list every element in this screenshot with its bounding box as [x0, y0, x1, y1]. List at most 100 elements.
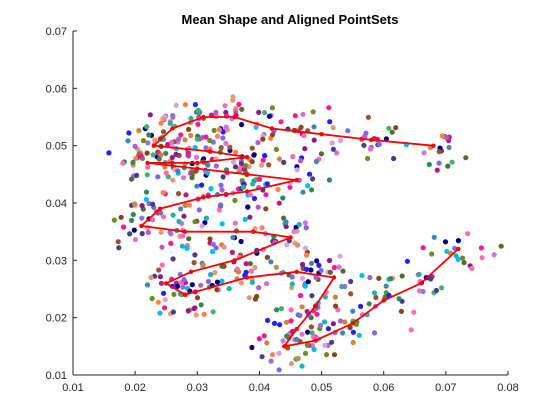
aligned-point	[305, 279, 311, 285]
aligned-point	[211, 127, 217, 133]
aligned-point	[429, 251, 435, 257]
aligned-point	[288, 318, 294, 324]
aligned-point	[193, 154, 200, 160]
mean-shape-point	[151, 143, 156, 148]
aligned-point	[399, 273, 405, 279]
aligned-point	[144, 282, 151, 288]
aligned-point	[298, 124, 304, 130]
y-tick-label: 0.02	[46, 313, 67, 325]
mean-shape-point	[244, 172, 250, 177]
aligned-point	[307, 171, 313, 177]
aligned-point	[280, 338, 286, 344]
aligned-point	[348, 278, 354, 285]
aligned-point	[183, 192, 189, 198]
aligned-point	[168, 139, 174, 145]
aligned-point	[205, 170, 211, 176]
aligned-point	[184, 245, 190, 251]
aligned-point	[256, 336, 262, 342]
aligned-point	[300, 189, 306, 195]
aligned-point	[226, 286, 232, 292]
aligned-point	[411, 309, 417, 315]
aligned-point	[288, 307, 294, 313]
aligned-point	[209, 249, 216, 255]
aligned-point	[191, 260, 197, 266]
aligned-point	[350, 339, 356, 346]
aligned-point	[327, 119, 333, 125]
aligned-point	[317, 322, 324, 328]
aligned-point	[302, 220, 308, 226]
aligned-point	[386, 125, 392, 131]
y-tick-label: 0.05	[46, 141, 67, 153]
aligned-point	[214, 287, 220, 293]
mean-shape-point	[269, 126, 275, 131]
aligned-point	[290, 154, 296, 160]
aligned-point	[143, 196, 149, 202]
aligned-point	[185, 308, 191, 314]
aligned-point	[210, 241, 216, 247]
aligned-point	[236, 269, 242, 275]
aligned-point	[199, 223, 205, 229]
aligned-point	[227, 144, 233, 150]
mean-shape-point	[244, 189, 250, 194]
aligned-point	[311, 124, 317, 130]
aligned-point	[308, 267, 314, 273]
aligned-point	[181, 277, 187, 283]
aligned-point	[347, 325, 353, 331]
aligned-point	[265, 317, 271, 323]
aligned-point	[269, 105, 275, 111]
aligned-point	[316, 262, 322, 268]
mean-shape-point	[431, 143, 436, 148]
aligned-point	[155, 299, 161, 305]
aligned-point	[232, 197, 238, 203]
aligned-point	[393, 125, 399, 131]
aligned-point	[256, 109, 262, 115]
aligned-point	[266, 162, 272, 168]
aligned-point	[223, 140, 229, 146]
aligned-point	[208, 272, 214, 278]
aligned-point	[167, 229, 173, 235]
aligned-point	[139, 215, 145, 221]
aligned-point	[263, 192, 269, 198]
aligned-point	[116, 245, 122, 251]
aligned-point	[330, 125, 336, 131]
mean-shape-point	[251, 229, 256, 234]
aligned-point	[171, 291, 177, 297]
aligned-point	[321, 319, 328, 325]
aligned-point	[156, 156, 162, 162]
aligned-point	[311, 137, 317, 143]
aligned-point	[240, 184, 247, 190]
aligned-point	[365, 114, 371, 120]
aligned-point	[232, 220, 238, 226]
aligned-point	[295, 355, 301, 362]
aligned-point	[189, 282, 195, 288]
aligned-point	[165, 174, 171, 180]
aligned-point	[479, 255, 485, 261]
aligned-point	[297, 312, 303, 319]
aligned-point	[455, 238, 461, 244]
aligned-point	[168, 240, 174, 246]
aligned-point	[218, 182, 224, 188]
aligned-point	[192, 219, 198, 225]
aligned-point	[463, 155, 469, 161]
aligned-point	[207, 137, 213, 144]
aligned-point	[205, 162, 211, 168]
aligned-point	[259, 225, 265, 231]
aligned-point	[324, 352, 330, 358]
aligned-point	[294, 336, 300, 342]
aligned-point	[322, 294, 328, 300]
x-tick-label: 0.06	[373, 382, 394, 394]
aligned-point	[160, 116, 166, 122]
aligned-point	[192, 144, 198, 151]
mean-shape-point	[201, 114, 206, 120]
aligned-point	[131, 227, 137, 233]
aligned-point	[247, 214, 253, 220]
aligned-point	[238, 161, 245, 167]
aligned-point	[243, 261, 249, 267]
aligned-point	[195, 107, 201, 113]
aligned-point	[442, 239, 449, 245]
aligned-point	[426, 161, 432, 168]
aligned-point	[189, 175, 195, 181]
aligned-point	[238, 238, 244, 245]
aligned-point	[152, 137, 158, 143]
aligned-point	[301, 133, 307, 139]
